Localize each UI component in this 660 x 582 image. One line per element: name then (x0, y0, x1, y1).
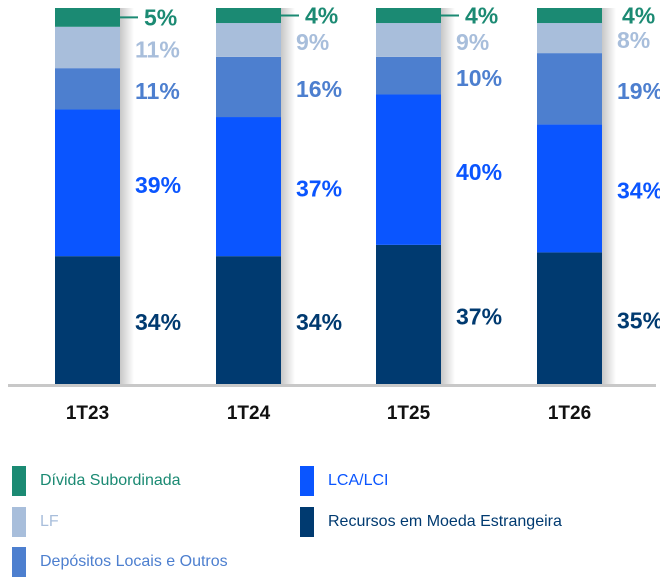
legend-swatch (12, 547, 26, 577)
bar-segment (376, 244, 441, 384)
legend-label: LCA/LCI (328, 472, 388, 489)
bar-segment (55, 68, 120, 110)
bar-segment (55, 8, 120, 27)
bar-shadow (281, 8, 295, 384)
x-tick-label: 1T26 (548, 403, 591, 424)
bar-segment (55, 109, 120, 257)
bar-shadow (602, 8, 616, 384)
value-label: 11% (135, 78, 180, 104)
bar-segment (55, 256, 120, 384)
bar-segment (216, 56, 281, 118)
value-label: 34% (135, 309, 181, 335)
bar-shadow (120, 8, 134, 384)
bar-segment (55, 26, 120, 69)
value-label: 4% (465, 3, 498, 29)
bar-segment (376, 8, 441, 24)
x-tick-label: 1T25 (387, 403, 431, 424)
bar-shadow (441, 8, 455, 384)
legend-swatch (300, 507, 314, 537)
legend-label: LF (40, 513, 59, 530)
bar-segment (376, 23, 441, 57)
value-label: 35% (617, 307, 660, 333)
bar-segment (376, 56, 441, 95)
legend-label: Recursos em Moeda Estrangeira (328, 513, 562, 530)
bar-segment (216, 23, 281, 57)
value-label: 8% (617, 27, 650, 53)
bar-segment (216, 117, 281, 257)
x-tick-label: 1T23 (66, 403, 109, 424)
legend-swatch (12, 507, 26, 537)
value-label: 34% (617, 178, 660, 204)
value-label: 4% (622, 3, 655, 29)
value-label: 5% (144, 4, 177, 30)
value-label: 34% (296, 309, 342, 335)
value-label: 9% (456, 29, 489, 55)
value-label: 4% (305, 3, 338, 29)
legend-swatch (12, 466, 26, 496)
legend-label: Depósitos Locais e Outros (40, 553, 228, 570)
value-label: 19% (617, 78, 660, 104)
bar-segment (216, 256, 281, 384)
bar-segment (537, 53, 602, 125)
value-label: 40% (456, 159, 502, 185)
value-label: 39% (135, 172, 181, 198)
x-tick-label: 1T24 (227, 403, 271, 424)
legend-swatch (300, 466, 314, 496)
legend-label: Dívida Subordinada (40, 472, 181, 489)
bar-segment (537, 23, 602, 54)
value-label: 37% (456, 304, 502, 330)
bar-segment (537, 124, 602, 253)
bar-segment (537, 8, 602, 24)
bar-segment (537, 252, 602, 384)
value-label: 37% (296, 176, 342, 202)
value-label: 9% (296, 29, 329, 55)
bar-segment (216, 8, 281, 24)
value-label: 16% (296, 76, 342, 102)
value-label: 10% (456, 65, 502, 91)
bar-segment (376, 94, 441, 245)
value-label: 11% (135, 37, 180, 63)
